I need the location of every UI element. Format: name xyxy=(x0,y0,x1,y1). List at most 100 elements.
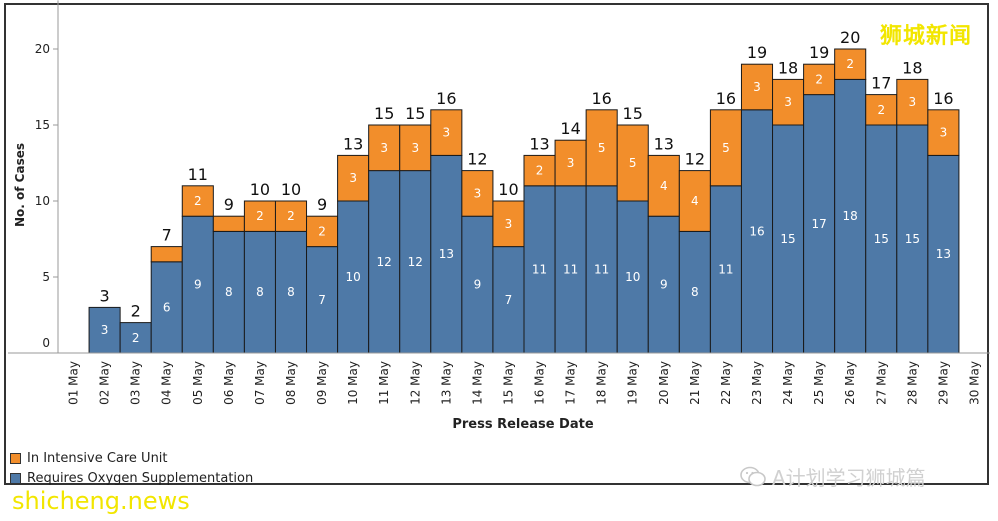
watermark-bottom-left: shicheng.news xyxy=(12,487,190,515)
bar-label-oxygen: 8 xyxy=(225,285,233,299)
bar-label-oxygen: 8 xyxy=(256,285,264,299)
bar-label-oxygen: 13 xyxy=(936,247,951,261)
bar-oxygen xyxy=(523,185,556,354)
x-tick-label: 13 May xyxy=(439,361,453,405)
bar-total-label: 3 xyxy=(100,286,110,305)
bar-total-label: 18 xyxy=(778,58,798,77)
bar-icu xyxy=(585,109,618,187)
bar-label-oxygen: 11 xyxy=(594,262,609,276)
bar-icu xyxy=(306,215,339,248)
bar-label-oxygen: 12 xyxy=(408,255,423,269)
bar-icu xyxy=(896,78,929,126)
bar-icu xyxy=(803,63,836,96)
x-tick-label: 27 May xyxy=(874,361,888,405)
bar-label-oxygen: 15 xyxy=(874,232,889,246)
bar-icu xyxy=(274,200,308,232)
bar-label-icu: 2 xyxy=(846,57,854,71)
bar-oxygen xyxy=(803,94,836,354)
y-tick-label: 0 xyxy=(42,336,50,350)
bar-label-icu: 3 xyxy=(567,156,575,170)
bar-icu xyxy=(772,78,805,126)
bar-label-oxygen: 7 xyxy=(505,293,513,307)
chart-frame xyxy=(4,3,989,485)
bars: 3 3 2 2 6 7 9 2 11 8 9 8 2 10 8 2 10 7 2 9 10 3 13 12 3 15 12 3 15 13… xyxy=(88,28,960,354)
watermark-top-right: 狮城新闻 xyxy=(880,24,973,49)
bar-label-icu: 3 xyxy=(349,171,357,185)
legend-label-oxygen: Requires Oxygen Supplementation xyxy=(27,470,254,486)
bar-oxygen xyxy=(834,78,867,354)
bar-label-icu: 3 xyxy=(784,95,792,109)
bar-oxygen xyxy=(709,185,742,354)
bar-label-oxygen: 3 xyxy=(101,323,109,337)
bar-label-oxygen: 2 xyxy=(132,331,140,345)
bar-icu xyxy=(554,139,587,187)
bar-icu xyxy=(368,124,401,172)
bar-label-oxygen: 6 xyxy=(163,300,171,314)
x-tick-label: 15 May xyxy=(501,361,515,405)
x-tick-label: 26 May xyxy=(843,361,857,405)
y-axis-label: No. of Cases xyxy=(13,143,27,227)
bar-label-oxygen: 11 xyxy=(532,262,547,276)
bar-label-icu: 2 xyxy=(815,72,823,86)
bar-label-icu: 3 xyxy=(411,141,419,155)
bar-icu xyxy=(647,154,680,217)
bar-label-icu: 2 xyxy=(318,224,326,238)
y-tick-label: 10 xyxy=(35,194,50,208)
x-tick-label: 22 May xyxy=(719,361,733,405)
x-tick-label: 09 May xyxy=(315,361,329,405)
legend: In Intensive Care Unit Requires Oxygen S… xyxy=(10,448,253,488)
bar-icu xyxy=(430,109,463,156)
bar-label-oxygen: 11 xyxy=(718,262,733,276)
bar-total-label: 13 xyxy=(343,134,363,153)
bar-label-oxygen: 9 xyxy=(194,278,202,292)
bar-total-label: 18 xyxy=(902,58,922,77)
x-tick-label: 30 May xyxy=(967,361,981,405)
x-tick-label: 19 May xyxy=(626,361,640,405)
bar-oxygen xyxy=(88,306,121,354)
bar-label-oxygen: 7 xyxy=(318,293,326,307)
bar-label-icu: 3 xyxy=(753,80,761,94)
bar-total-label: 12 xyxy=(467,150,487,169)
bar-icu xyxy=(616,124,649,202)
bar-total-label: 10 xyxy=(250,180,270,199)
x-tick-label: 24 May xyxy=(781,361,795,405)
bar-total-label: 13 xyxy=(654,134,674,153)
bar-oxygen xyxy=(306,246,339,354)
x-tick-label: 02 May xyxy=(98,361,112,405)
bar-oxygen xyxy=(896,124,929,354)
x-tick-label: 04 May xyxy=(160,361,174,405)
y-tick-label: 15 xyxy=(35,118,50,132)
x-tick-label: 29 May xyxy=(936,361,950,405)
bar-total-label: 9 xyxy=(224,195,234,214)
bar-total-label: 17 xyxy=(871,74,891,93)
bar-label-oxygen: 17 xyxy=(811,217,826,231)
x-tick-label: 23 May xyxy=(750,361,764,405)
bar-total-label: 7 xyxy=(162,226,172,245)
legend-item-icu: In Intensive Care Unit xyxy=(10,448,253,468)
legend-swatch-icu xyxy=(10,452,21,464)
y-axis: 0 5 10 15 20 xyxy=(35,0,59,354)
bar-icu xyxy=(709,109,742,187)
x-axis: 01 May 02 May 03 May 04 May 05 May 06 May 07 M… xyxy=(8,352,990,405)
bar-label-oxygen: 13 xyxy=(439,247,454,261)
bar-label-oxygen: 9 xyxy=(474,278,482,292)
bar-total-label: 13 xyxy=(529,134,549,153)
bar-label-oxygen: 18 xyxy=(843,209,858,223)
bar-label-icu: 3 xyxy=(909,95,917,109)
bar-icu xyxy=(150,246,183,263)
bar-label-oxygen: 10 xyxy=(345,270,360,284)
bar-total-label: 15 xyxy=(623,104,643,123)
bar-label-oxygen: 15 xyxy=(905,232,920,246)
bar-label-icu: 3 xyxy=(505,217,513,231)
bar-oxygen xyxy=(243,230,276,354)
bar-label-icu: 2 xyxy=(256,209,264,223)
x-tick-label: 03 May xyxy=(129,361,143,405)
bar-label-oxygen: 11 xyxy=(563,262,578,276)
x-tick-label: 06 May xyxy=(222,361,236,405)
bar-icu xyxy=(212,215,245,232)
bar-label-icu: 3 xyxy=(380,141,388,155)
bar-label-icu: 2 xyxy=(194,194,202,208)
bar-oxygen xyxy=(337,200,370,354)
bar-icu xyxy=(834,48,867,80)
